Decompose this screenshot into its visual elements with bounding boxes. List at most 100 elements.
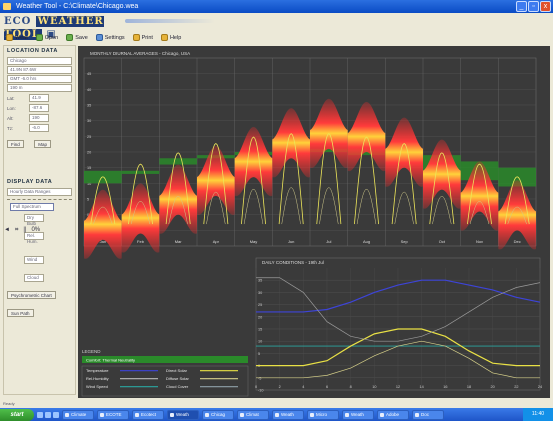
toolbar-open-button[interactable]: Open [35, 34, 58, 41]
monthly-chart-title: MONTHLY DIURNAL AVERAGES - Chicago, USA [90, 51, 190, 56]
pause-button[interactable]: || [23, 227, 27, 233]
save-icon [66, 34, 74, 41]
lat-label: Lat: [7, 95, 15, 101]
x-tick-label: 16 [443, 385, 447, 389]
start-button[interactable]: start [0, 408, 34, 421]
taskbar-task[interactable]: Climate [62, 409, 94, 420]
x-tick-label: 10 [372, 385, 376, 389]
taskbar-task[interactable]: Weath [167, 409, 199, 420]
month-label: Apr [213, 239, 220, 244]
close-button[interactable]: x [540, 1, 551, 12]
legend-item-label: Cloud Cover [166, 384, 189, 389]
divider [7, 199, 72, 200]
y-tick-label: 30 [87, 119, 91, 123]
display-section-title: DISPLAY DATA [7, 179, 53, 185]
map-button[interactable]: Map [34, 140, 51, 148]
solar-arch [241, 136, 266, 225]
daily-chart-title: DAILY CONDITIONS - 19th Jul [262, 260, 324, 265]
taskbar-task[interactable]: Weath [272, 409, 304, 420]
x-tick-label: 6 [326, 385, 328, 389]
direct-solar-line [256, 328, 540, 367]
option-cloud[interactable]: Cloud [24, 274, 44, 282]
legend-item-label: Temperature [86, 368, 109, 373]
minimize-button[interactable]: _ [516, 1, 527, 12]
diffuse-arch [281, 187, 301, 225]
diffuse-arch [432, 195, 452, 225]
app-logo: ECO WEATHER TOOL ▣ [4, 15, 124, 40]
month-label: Feb [137, 239, 145, 244]
y-tick-label: 5 [258, 352, 260, 356]
tz-field[interactable]: -6.0 [29, 124, 49, 132]
diffuse-arch [394, 191, 414, 225]
desktop-icon[interactable] [45, 411, 51, 418]
toolbar-weather-button[interactable]: Weat [6, 34, 28, 41]
toolbar-help-button[interactable]: Help [160, 34, 181, 41]
display-type-select[interactable]: Hourly Data Ranges [7, 188, 72, 196]
y-tick-label: -10 [258, 389, 264, 393]
legend-item-label: Wind Speed [86, 384, 108, 389]
toolbar-settings-button[interactable]: Settings [95, 34, 125, 41]
diffuse-arch [206, 191, 226, 225]
solar-arch [391, 143, 417, 225]
location-coords-field[interactable]: 41.9N 87.6W [7, 66, 72, 74]
month-label: Aug [363, 239, 370, 244]
media-icon[interactable] [53, 411, 59, 418]
tz-label: Tz: [7, 125, 14, 131]
taskbar-task[interactable]: Doc [412, 409, 444, 420]
legend-comfort-band [82, 356, 248, 363]
ie-icon[interactable] [37, 411, 43, 418]
logo-swoosh [125, 19, 215, 23]
taskbar-task[interactable]: Micro [307, 409, 339, 420]
playback-controls: ◄ ⌗ || 0% [4, 227, 40, 234]
taskbar-task[interactable]: ECOTE [97, 409, 129, 420]
app-icon [3, 3, 11, 10]
y-tick-label: 25 [258, 303, 262, 307]
option-dry-bulb[interactable]: Dry Bulb [24, 214, 44, 226]
chart-canvas: MONTHLY DIURNAL AVERAGES - Chicago, USA … [81, 51, 542, 397]
temperature-band [423, 139, 461, 209]
solar-arch [165, 152, 191, 225]
taskbar-task[interactable]: Weath [342, 409, 374, 420]
location-section-title: LOCATION DATA [7, 48, 58, 54]
option-wind[interactable]: Wind [24, 256, 44, 264]
alt-field[interactable]: 190 [29, 114, 49, 122]
chart-area: MONTHLY DIURNAL AVERAGES - Chicago, USA … [78, 46, 550, 398]
y-tick-label: 0 [87, 213, 89, 217]
lon-field[interactable]: -87.6 [29, 104, 49, 112]
diffuse-arch [130, 201, 151, 225]
sun-path-button[interactable]: Sun Path [7, 309, 34, 317]
taskbar-task[interactable]: Chicag [202, 409, 234, 420]
location-name-field[interactable]: Chicago [7, 57, 72, 65]
y-tick-label: 20 [258, 315, 262, 319]
altitude-field[interactable]: 190 m [7, 84, 72, 92]
timezone-field[interactable]: GMT -6.0 hrs [7, 75, 72, 83]
psychrometric-chart-button[interactable]: Psychrometric Chart [7, 291, 56, 299]
toolbar-print-button[interactable]: Print [132, 34, 153, 41]
taskbar-task[interactable]: Adobe [377, 409, 409, 420]
x-tick-label: 14 [420, 385, 424, 389]
maximize-button[interactable]: ▫ [528, 1, 539, 12]
x-tick-label: 8 [350, 385, 352, 389]
comfort-band [310, 148, 348, 152]
grid-toggle-button[interactable]: ⌗ [14, 227, 19, 233]
solar-arch [278, 133, 304, 225]
play-back-button[interactable]: ◄ [4, 227, 10, 233]
toolbar-save-button[interactable]: Save [66, 34, 88, 41]
find-button[interactable]: Find [7, 140, 24, 148]
taskbar-task[interactable]: Climat [237, 409, 269, 420]
legend-band-label: Comfort: Thermal Neutrality [86, 358, 135, 363]
lat-field[interactable]: 41.9 [29, 94, 49, 102]
legend-item-label: Rel.Humidity [86, 376, 109, 381]
task-list: Climate ECOTE Ecotect Weath Chicag Climat Weat… [62, 409, 444, 420]
progress-readout: 0% [31, 227, 41, 233]
solar-arch [316, 133, 342, 225]
taskbar-task[interactable]: Ecotect [132, 409, 164, 420]
color-scheme-select[interactable]: Full Spectrum [10, 203, 54, 211]
diffuse-arch [319, 187, 339, 225]
diffuse-arch [507, 206, 527, 225]
status-text: Ready [3, 401, 15, 406]
y-tick-label: 35 [258, 279, 262, 283]
month-label: Jun [288, 239, 294, 244]
temperature-band [460, 161, 499, 231]
option-rel-hum[interactable]: Rel. Hum. [24, 232, 44, 244]
